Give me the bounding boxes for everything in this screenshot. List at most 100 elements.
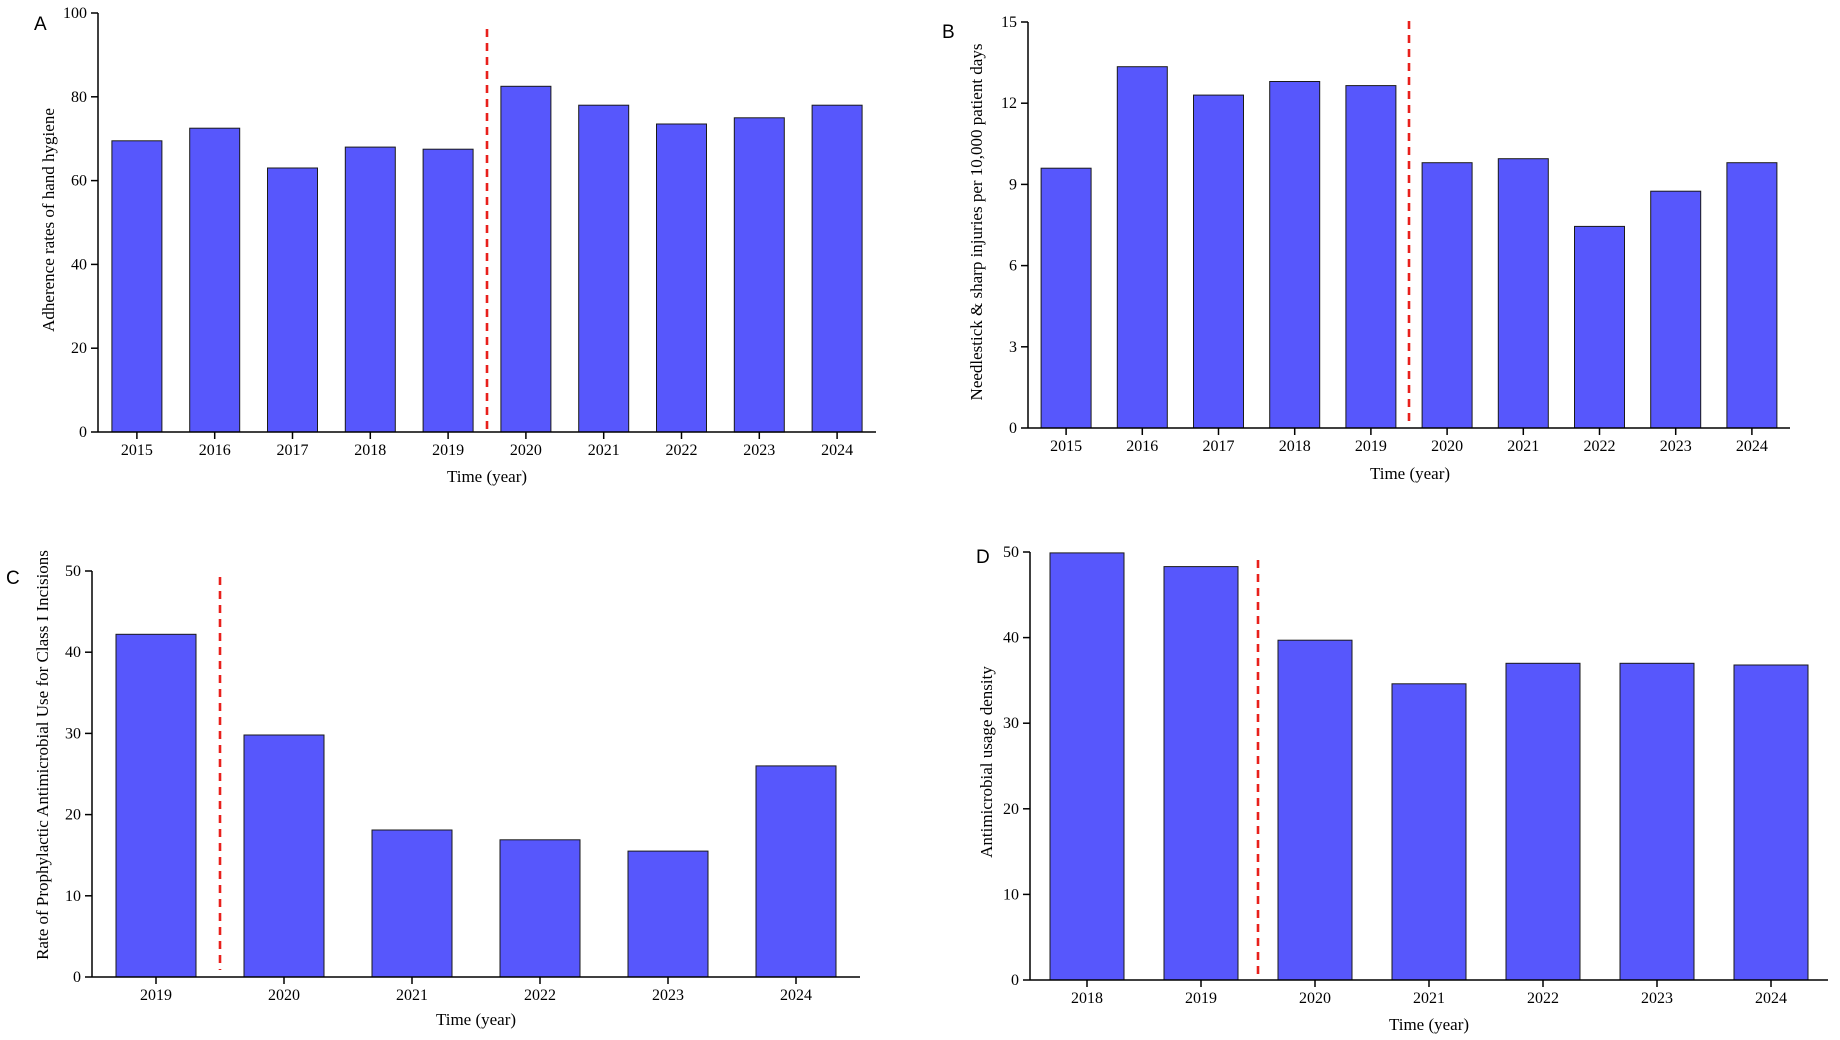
panel-c-bar-2022 [499,839,581,978]
panel-b-y-tick-label: 12 [1001,95,1017,112]
panel-d-y-tick-label: 0 [1011,972,1019,989]
panel-a-bar-2015 [111,140,163,433]
panel-c-chart: C Rate of Prophylactic Antimicrobial Use… [6,550,860,1029]
panel-b-bar-2024 [1726,162,1778,429]
panel-d-y-tick-label: 50 [1003,544,1019,561]
panel-b-x-tick-label: 2018 [1279,438,1311,455]
panel-a-x-tick-label: 2022 [666,442,698,459]
panel-b-x-tick-label: 2016 [1126,438,1158,455]
panel-b-x-tick-label: 2019 [1355,438,1387,455]
panel-c-y-axis-title: Rate of Prophylactic Antimicrobial Use f… [33,550,52,960]
panel-b-bar-2017 [1193,94,1244,429]
panel-b-x-tick-label: 2023 [1660,438,1692,455]
panel-a-y-axis-title: Adherence rates of hand hygiene [39,108,58,332]
panel-a-x-tick-label: 2015 [121,442,153,459]
panel-c-x-tick-label: 2022 [524,987,556,1004]
panel-a-x-tick-label: 2016 [199,442,231,459]
panel-c-y-tick-label: 0 [73,969,81,986]
panel-a-y-tick-label: 100 [63,5,87,22]
panel-a-x-tick-label: 2020 [510,442,542,459]
panel-d-x-tick-label: 2021 [1413,990,1445,1007]
panel-d-x-tick-label: 2023 [1641,990,1673,1007]
panel-a-x-axis-title: Time (year) [447,467,527,486]
panel-d-x-tick-label: 2018 [1071,990,1103,1007]
panel-a-bar-2016 [189,127,241,433]
panel-b-letter: B [942,22,955,43]
panel-c-letter: C [6,568,20,589]
panel-a-x-tick-label: 2024 [821,442,853,459]
panel-c-x-axis-title: Time (year) [436,1010,516,1029]
panel-c-bar-2021 [371,829,453,978]
panel-a-bar-2018 [344,146,396,433]
panel-a-y-tick-label: 0 [79,424,87,441]
panel-d-x-tick-label: 2022 [1527,990,1559,1007]
panel-a-y-tick-label: 80 [71,89,87,106]
panel-b-bar-2023 [1650,190,1702,429]
panel-a-bar-2022 [656,123,707,433]
panel-a-bar-2017 [267,167,318,433]
panel-d-y-tick-label: 30 [1003,715,1019,732]
panel-d-bar-2019 [1163,566,1239,981]
panel-d-y-axis-title: Antimicrobial usage density [977,666,996,858]
panel-d-y-tick-label: 40 [1003,630,1019,647]
panel-a-bar-2023 [733,117,785,433]
panel-b-y-tick-label: 0 [1009,420,1017,437]
panel-d-bar-2020 [1277,639,1353,981]
panel-a-letter: A [34,14,47,35]
panel-c-x-tick-label: 2024 [780,987,812,1004]
panel-a-x-tick-label: 2017 [277,442,309,459]
panel-b-bar-2018 [1269,81,1321,429]
panel-b-x-tick-label: 2022 [1584,438,1616,455]
panel-b-bar-2016 [1116,66,1168,429]
panel-b-y-tick-label: 15 [1001,14,1017,31]
panel-b-y-axis-title: Needlestick & sharp injuries per 10,000 … [967,44,986,401]
panel-a-x-tick-label: 2023 [743,442,775,459]
panel-b-bar-2020 [1421,162,1473,429]
panel-a-bar-2020 [500,85,552,433]
panel-b-x-tick-label: 2024 [1736,438,1768,455]
panel-c-bar-2020 [243,734,325,978]
panel-a-bar-2021 [578,104,630,433]
panel-d-x-tick-label: 2024 [1755,990,1787,1007]
panel-d-y-tick-label: 20 [1003,801,1019,818]
panel-c-x-tick-label: 2019 [140,987,172,1004]
panel-b-x-tick-label: 2021 [1507,438,1539,455]
panel-b-bar-2022 [1574,225,1625,429]
panel-d-x-axis-title: Time (year) [1389,1015,1469,1034]
panel-b-chart: B Needlestick & sharp injuries per 10,00… [942,14,1790,483]
panel-c-y-tick-label: 30 [65,725,81,742]
panel-b-x-axis-title: Time (year) [1370,464,1450,483]
panel-c-x-tick-label: 2021 [396,987,428,1004]
panel-c-y-tick-label: 20 [65,807,81,824]
panel-c-bar-2024 [755,765,837,978]
panel-c-y-tick-label: 10 [65,888,81,905]
panel-a-x-tick-label: 2021 [588,442,620,459]
panel-b-bar-2015 [1040,167,1092,429]
panel-d-x-tick-label: 2019 [1185,990,1217,1007]
panel-d-y-tick-label: 10 [1003,886,1019,903]
panel-b-y-tick-label: 6 [1009,258,1017,275]
panel-c-bar-2023 [627,850,709,978]
panel-a-chart: A Adherence rates of hand hygiene Time (… [34,5,876,486]
panel-b-x-tick-label: 2020 [1431,438,1463,455]
panel-d-letter: D [976,547,990,568]
panel-a-y-tick-label: 20 [71,340,87,357]
panel-b-x-tick-label: 2015 [1050,438,1082,455]
panel-b-y-tick-label: 3 [1009,339,1017,356]
panel-b-y-tick-label: 9 [1009,176,1017,193]
panel-c-y-tick-label: 40 [65,644,81,661]
panel-c-y-tick-label: 50 [65,563,81,580]
panel-d-bar-2023 [1619,662,1695,981]
panel-d-x-tick-label: 2020 [1299,990,1331,1007]
panel-a-x-tick-label: 2019 [432,442,464,459]
panel-b-bar-2019 [1345,85,1397,429]
panel-a-bar-2024 [811,104,863,433]
panel-a-x-tick-label: 2018 [354,442,386,459]
panel-d-bar-2021 [1391,683,1467,981]
panel-d-bar-2022 [1505,662,1581,981]
panel-d-chart: D Antimicrobial usage density Time (year… [976,544,1828,1034]
panel-c-bar-2019 [115,633,197,978]
panel-c-x-tick-label: 2023 [652,987,684,1004]
panel-d-bar-2018 [1049,552,1125,981]
